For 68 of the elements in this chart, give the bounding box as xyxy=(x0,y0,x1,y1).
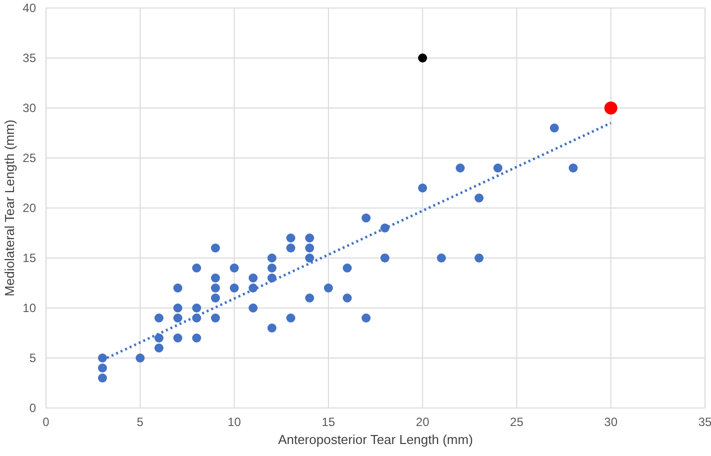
y-axis-title: Mediolateral Tear Length (mm) xyxy=(2,120,17,296)
point xyxy=(98,374,107,382)
y-tick-label: 20 xyxy=(22,201,36,215)
point xyxy=(305,294,314,302)
point xyxy=(362,314,371,322)
y-tick-label: 40 xyxy=(22,1,36,15)
x-tick-label: 25 xyxy=(510,415,524,429)
point xyxy=(267,254,276,262)
point xyxy=(248,274,258,282)
point xyxy=(248,304,258,312)
point xyxy=(286,314,296,322)
point xyxy=(568,164,578,172)
point xyxy=(210,294,220,302)
point xyxy=(550,124,559,132)
point xyxy=(230,264,239,272)
point xyxy=(192,304,202,312)
point xyxy=(418,54,428,62)
point xyxy=(474,254,484,262)
y-tick-label: 30 xyxy=(22,101,36,115)
point xyxy=(173,284,182,292)
x-axis-title: Anteroposterior Tear Length (mm) xyxy=(278,432,473,447)
y-tick-label: 25 xyxy=(22,151,36,165)
point xyxy=(436,254,446,262)
x-tick-label: 15 xyxy=(322,415,336,429)
point xyxy=(192,334,202,342)
point xyxy=(418,184,428,192)
x-tick-label: 35 xyxy=(698,415,711,429)
x-tick-label: 10 xyxy=(228,415,242,429)
x-tick-label: 5 xyxy=(136,415,144,429)
y-tick-label: 15 xyxy=(22,251,36,265)
point xyxy=(493,164,502,172)
point xyxy=(173,304,182,312)
y-tick-label: 35 xyxy=(22,51,36,65)
point xyxy=(210,314,220,322)
point xyxy=(192,264,202,272)
point xyxy=(305,244,314,252)
point xyxy=(604,102,618,114)
point xyxy=(342,294,352,302)
point xyxy=(210,284,220,292)
y-tick-label: 0 xyxy=(29,401,36,415)
point xyxy=(154,344,164,352)
point xyxy=(154,314,164,322)
point xyxy=(380,254,390,262)
x-tick-label: 20 xyxy=(416,415,430,429)
point xyxy=(267,324,276,332)
point xyxy=(362,214,371,222)
point xyxy=(342,264,352,272)
y-tick-label: 5 xyxy=(29,351,36,365)
point xyxy=(210,274,220,282)
point xyxy=(456,164,465,172)
point xyxy=(474,194,484,202)
point xyxy=(136,354,145,362)
point xyxy=(305,234,314,242)
point xyxy=(324,284,333,292)
point xyxy=(286,234,296,242)
point xyxy=(305,254,314,262)
point xyxy=(154,334,164,342)
point xyxy=(173,334,182,342)
x-tick-label: 30 xyxy=(604,415,618,429)
point xyxy=(98,354,107,362)
point xyxy=(173,314,182,322)
point xyxy=(230,284,239,292)
point xyxy=(98,364,107,372)
point xyxy=(286,244,296,252)
y-tick-label: 10 xyxy=(22,301,36,315)
x-tick-label: 0 xyxy=(42,415,50,429)
point xyxy=(210,244,220,252)
point xyxy=(267,264,276,272)
